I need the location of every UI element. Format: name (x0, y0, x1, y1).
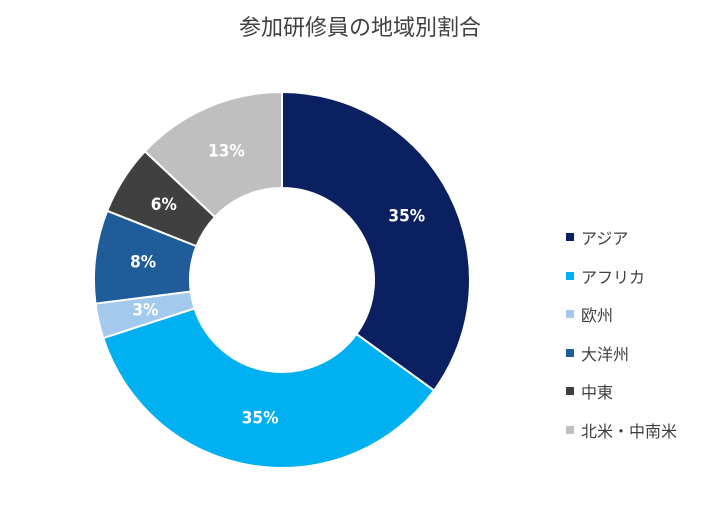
slice-6 (143, 90, 283, 219)
legend-swatch (566, 233, 574, 242)
legend-item: 欧州 (566, 295, 677, 334)
legend-item: 中東 (566, 372, 677, 411)
legend-label: 欧州 (581, 306, 614, 326)
legend: アジアアフリカ欧州大洋州中東北米・中南米 (566, 218, 677, 449)
slice-label-3: 3% (132, 301, 158, 321)
legend-item: アジア (566, 218, 677, 257)
slice-2 (101, 307, 436, 469)
slice-label-1: 35% (388, 206, 425, 226)
slice-label-2: 35% (242, 408, 279, 428)
legend-item: 大洋州 (566, 334, 677, 373)
slice-1 (281, 90, 471, 392)
chart-title: 参加研修員の地域別割合 (238, 16, 481, 41)
legend-item: アフリカ (566, 257, 677, 296)
legend-swatch (566, 271, 574, 280)
legend-label: アフリカ (581, 267, 646, 287)
legend-swatch (566, 310, 574, 319)
legend-label: 大洋州 (581, 344, 630, 364)
legend-label: アジア (581, 229, 629, 249)
slice-label-4: 8% (130, 252, 156, 272)
legend-swatch (566, 348, 574, 357)
legend-item: 北米・中南米 (566, 411, 677, 450)
legend-swatch (566, 425, 574, 434)
legend-label: 中東 (581, 383, 614, 403)
slice-label-5: 6% (151, 195, 177, 215)
legend-swatch (566, 387, 574, 396)
slice-label-6: 13% (208, 142, 245, 162)
legend-label: 北米・中南米 (581, 421, 678, 441)
